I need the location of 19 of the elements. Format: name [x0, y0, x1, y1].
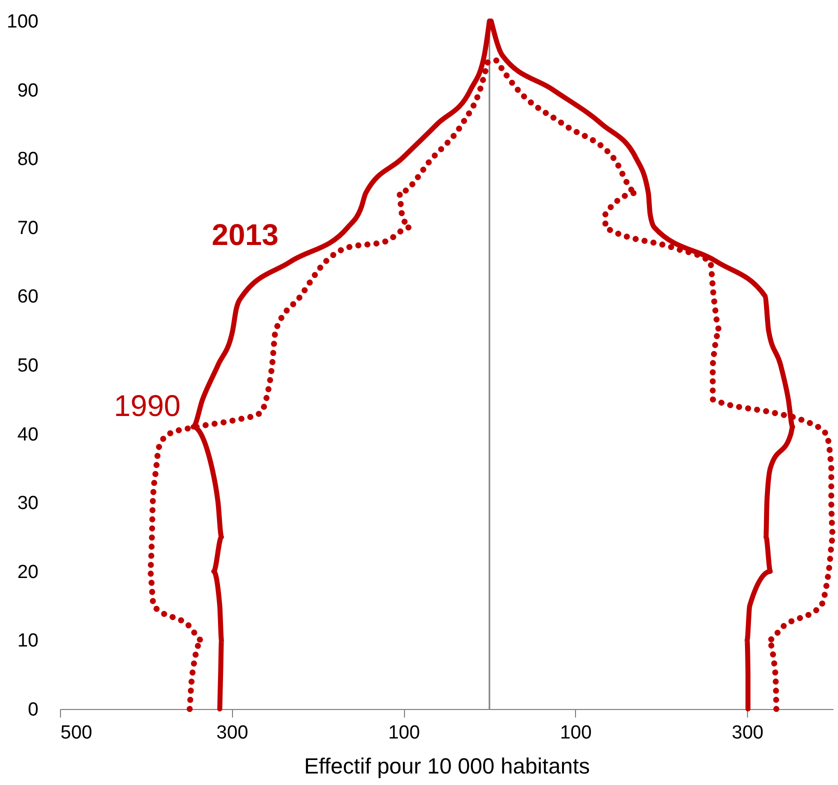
- y-tick-label: 100: [6, 12, 38, 32]
- y-tick-label: 0: [28, 700, 38, 720]
- y-tick-label: 10: [17, 630, 38, 652]
- y-tick-label: 60: [17, 286, 38, 308]
- x-tick-label: 500: [60, 722, 92, 744]
- x-tick-label: 300: [732, 722, 764, 744]
- y-tick-label: 90: [17, 80, 38, 102]
- y-tick-label: 20: [17, 562, 38, 583]
- x-tick-label: 100: [388, 722, 420, 744]
- y-tick-label: 30: [17, 493, 38, 514]
- series-label: 2013: [212, 218, 279, 252]
- y-tick-label: 50: [17, 356, 38, 376]
- y-tick-label: 40: [17, 424, 38, 446]
- y-tick-label: 80: [17, 149, 38, 170]
- x-tick-label: 300: [216, 722, 248, 744]
- series-label: 1990: [114, 390, 181, 424]
- y-tick-label: 70: [17, 218, 38, 239]
- x-tick-label: 100: [560, 722, 592, 744]
- x-axis-title: Effectif pour 10 000 habitants: [304, 754, 590, 778]
